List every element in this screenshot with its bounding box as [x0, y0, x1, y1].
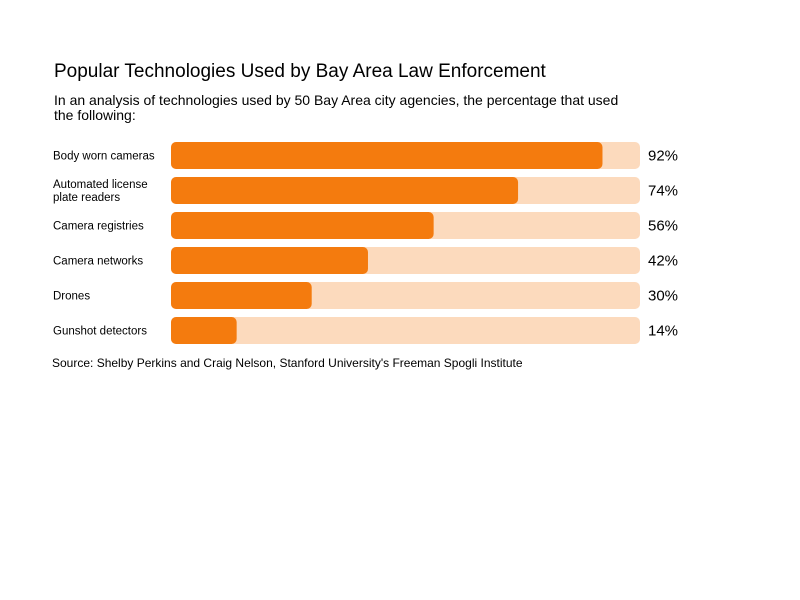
category-label-line: plate readers [53, 192, 120, 204]
source-note: Source: Shelby Perkins and Craig Nelson,… [52, 356, 523, 370]
bar [171, 247, 368, 274]
bar [171, 282, 312, 309]
bar [171, 142, 603, 169]
value-label: 56% [648, 218, 678, 235]
category-label-line: Camera registries [53, 221, 144, 233]
category-label: Body worn cameras [53, 151, 155, 163]
category-label: Gunshot detectors [53, 326, 147, 338]
chart-subtitle: In an analysis of technologies used by 5… [54, 92, 619, 123]
value-label: 30% [648, 288, 678, 305]
category-label-line: Body worn cameras [53, 151, 155, 163]
value-label: 74% [648, 183, 678, 200]
category-label-line: Camera networks [53, 256, 143, 268]
category-label: Camera networks [53, 256, 143, 268]
category-label-line: Gunshot detectors [53, 326, 147, 338]
chart-title: Popular Technologies Used by Bay Area La… [54, 61, 546, 82]
category-label: Camera registries [53, 221, 144, 233]
category-label-line: Automated license [53, 179, 148, 191]
value-label: 92% [648, 148, 678, 165]
bar [171, 212, 434, 239]
category-label: Drones [53, 291, 90, 303]
category-label-line: Drones [53, 291, 90, 303]
value-label: 42% [648, 253, 678, 270]
bar [171, 317, 237, 344]
bar-track [171, 317, 640, 344]
value-label: 14% [648, 323, 678, 340]
bar [171, 177, 519, 204]
category-label: Automated license plate readers [53, 179, 148, 204]
